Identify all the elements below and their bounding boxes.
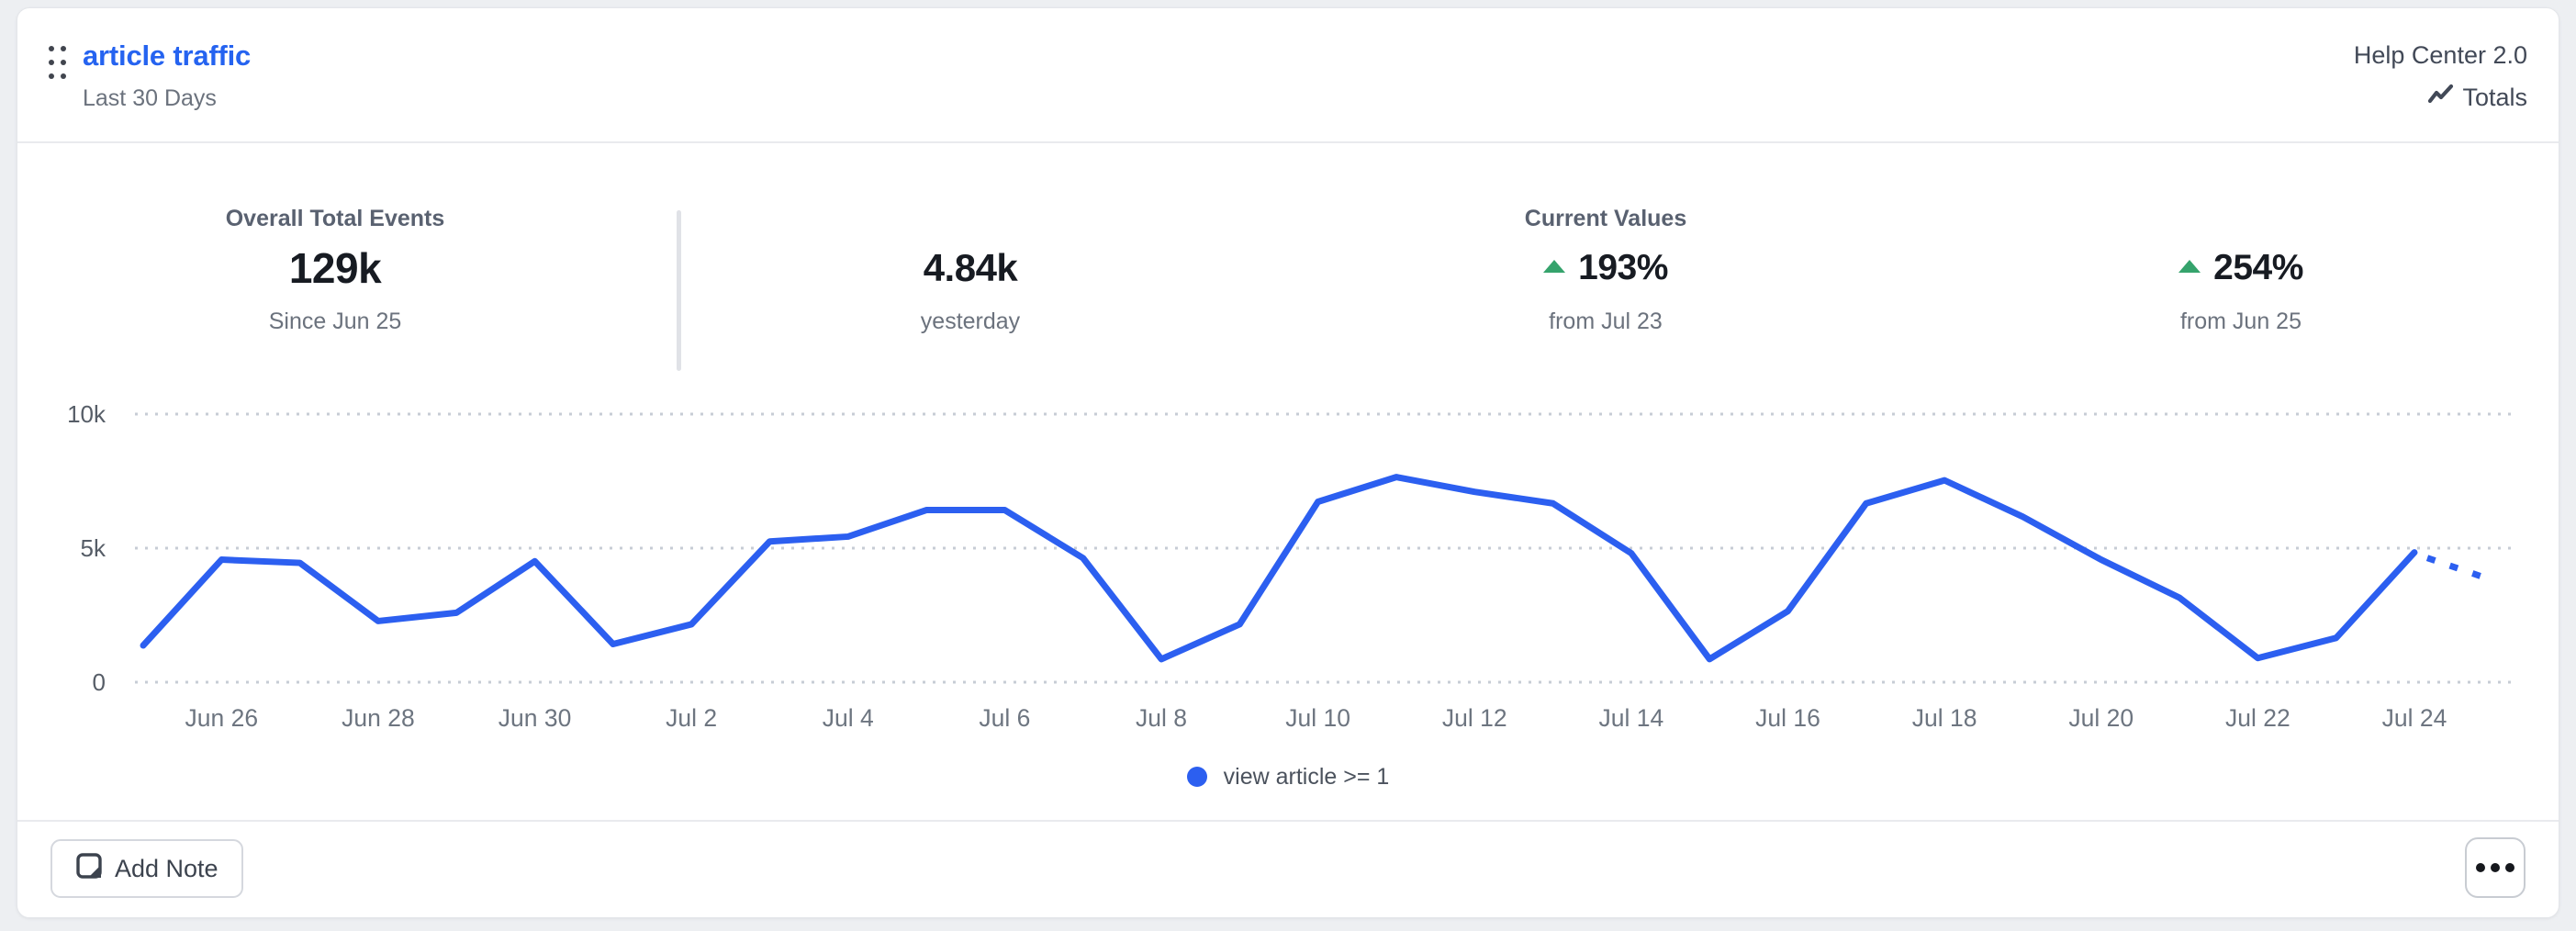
stats-divider	[677, 210, 681, 371]
stat-change-2-value: 254%	[1923, 243, 2559, 293]
stat-overall-sub: Since Jun 25	[268, 308, 402, 334]
x-tick-label: Jul 2	[666, 704, 717, 732]
chart-title-link[interactable]: article traffic	[83, 39, 252, 72]
chart-mode-label: Totals	[2462, 83, 2527, 111]
y-tick-label: 0	[93, 668, 106, 696]
widget-footer: Add Note	[17, 820, 2559, 917]
stat-yesterday: 4.84k yesterday	[653, 205, 1288, 363]
widget-header-right: Help Center 2.0 Totals	[2354, 42, 2527, 110]
y-tick-label: 10k	[67, 403, 106, 428]
add-note-button[interactable]: Add Note	[50, 839, 243, 898]
chart-legend: view article >= 1	[17, 761, 2559, 792]
series-line[interactable]	[140, 474, 2418, 663]
stat-change-1-sub: from Jul 23	[1549, 308, 1663, 334]
drag-handle-icon[interactable]	[49, 46, 66, 79]
x-tick-label: Jul 8	[1136, 704, 1187, 732]
x-tick-label: Jun 28	[342, 704, 415, 732]
stat-yesterday-label-spacer	[653, 205, 1288, 232]
stat-change-2-sub: from Jun 25	[2179, 308, 2302, 334]
stat-change-from-jul-23: Current Values 193% from Jul 23	[1288, 205, 1923, 363]
x-tick-label: Jul 20	[2068, 704, 2134, 732]
chart-widget-card: article traffic Last 30 Days Help Center…	[17, 7, 2559, 918]
stat-overall-value: 129k	[288, 244, 382, 292]
y-tick-label: 5k	[81, 534, 106, 562]
stat-change-from-jun-25: 254% from Jun 25	[1923, 205, 2559, 363]
ellipsis-icon	[2476, 863, 2514, 872]
current-values-label: Current Values	[1524, 206, 1687, 231]
stat-yesterday-sub: yesterday	[920, 308, 1021, 334]
legend-series-dot	[1186, 767, 1207, 787]
date-range-label: Last 30 Days	[83, 85, 217, 111]
legend-series-label: view article >= 1	[1223, 763, 1390, 790]
x-tick-label: Jul 24	[2382, 704, 2447, 732]
x-tick-label: Jul 16	[1755, 704, 1820, 732]
x-tick-label: Jul 10	[1285, 704, 1350, 732]
traffic-line-chart[interactable]: 0 5k 10k Jun 26 Jun 28 Jun 30 Jul 2 Jul 4 Jul 6 J…	[17, 403, 2560, 752]
title-stack: article traffic Last 30 Days	[83, 39, 252, 111]
x-tick-label: Jul 22	[2225, 704, 2290, 732]
widget-header-left: article traffic Last 30 Days	[49, 41, 251, 110]
stat-overall-label: Overall Total Events	[225, 206, 445, 231]
note-icon	[75, 852, 103, 886]
x-tick-label: Jul 14	[1599, 704, 1664, 732]
source-name-label: Help Center 2.0	[2353, 41, 2527, 69]
add-note-label: Add Note	[115, 854, 218, 882]
stat-yesterday-value: 4.84k	[923, 246, 1018, 289]
line-chart-icon	[2428, 84, 2454, 110]
chart-mode-indicator: Totals	[2428, 84, 2527, 110]
legend-item[interactable]: view article >= 1	[1186, 763, 1390, 791]
widget-header: article traffic Last 30 Days Help Center…	[17, 8, 2559, 143]
trend-up-icon	[1543, 260, 1566, 273]
x-tick-label: Jul 18	[1912, 704, 1977, 732]
x-tick-label: Jun 26	[185, 704, 259, 732]
stat-change-2-label-spacer	[1923, 205, 2559, 232]
projection-line[interactable]	[2425, 555, 2494, 584]
trend-up-icon	[2178, 260, 2201, 273]
stat-overall-total: Overall Total Events 129k Since Jun 25	[17, 205, 653, 363]
x-tick-label: Jul 4	[823, 704, 874, 732]
x-tick-label: Jul 12	[1442, 704, 1507, 732]
stat-change-1-value: 193%	[1288, 243, 1923, 293]
summary-stats-row: Overall Total Events 129k Since Jun 25 4…	[17, 205, 2559, 371]
x-tick-label: Jul 6	[979, 704, 1030, 732]
x-tick-label: Jun 30	[498, 704, 572, 732]
more-options-button[interactable]	[2465, 837, 2526, 898]
